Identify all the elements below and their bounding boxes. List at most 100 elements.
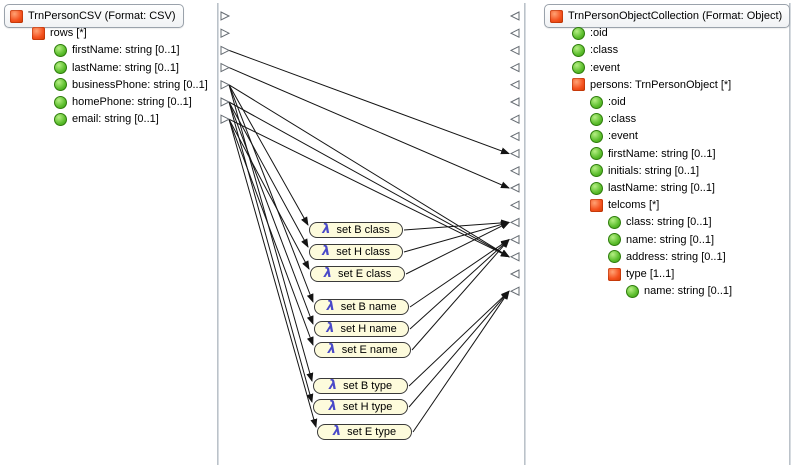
output-port-root[interactable] [220,11,231,21]
field-icon [608,233,621,247]
target-panel-right-divider [789,3,791,465]
source-tree-row-email[interactable]: email: string [0..1] [54,111,159,127]
connection-lambda.set_e_class-to-tgt.telcom_class[interactable] [405,221,510,275]
target-tree-row-telcom_address[interactable]: address: string [0..1] [608,249,726,265]
source-tree-row-root[interactable]: TrnPersonCSV (Format: CSV) [4,4,184,28]
connection-lambda.set_e_name-to-tgt.telcom_name[interactable] [411,238,510,351]
connection-lambda.set_h_class-to-tgt.telcom_class[interactable] [403,221,510,253]
source-tree-row-rows[interactable]: rows [*] [32,25,87,41]
target-row-label: :oid [590,27,608,40]
input-port-event_b[interactable] [509,131,520,142]
target-row-label: type [1..1] [626,268,675,280]
output-port-homePhone[interactable] [220,97,231,107]
target-row-label: :oid [608,96,626,108]
output-port-rows[interactable] [220,28,231,39]
connection-src.homePhone-to-tgt.telcom_address[interactable] [228,101,510,258]
input-port-firstName[interactable] [509,148,520,159]
target-tree-row-type_name[interactable]: name: string [0..1] [626,283,732,299]
connection-src.homePhone-to-lambda.set_h_name[interactable] [228,101,314,325]
lambda-node-set-h-name[interactable]: λ set H name [314,321,409,337]
target-tree-row-class_b[interactable]: :class [590,111,636,127]
connection-src.businessPhone-to-lambda.set_b_class[interactable] [228,84,309,226]
source-row-label: businessPhone: string [0..1] [72,78,208,91]
lambda-node-set-e-class[interactable]: λ set E class [310,266,405,282]
input-port-oid_b[interactable] [509,97,520,107]
target-tree-row-telcoms[interactable]: telcoms [*] [590,197,659,213]
lambda-node-set-e-name[interactable]: λ set E name [314,342,411,358]
lambda-label: set B name [340,301,397,313]
connection-lambda.set_b_type-to-tgt.type_name[interactable] [408,290,510,387]
lambda-node-set-e-type[interactable]: λ set E type [317,424,412,440]
lambda-node-set-b-type[interactable]: λ set B type [313,378,408,394]
target-tree-row-type[interactable]: type [1..1] [608,266,674,282]
source-row-label: TrnPersonCSV (Format: CSV) [28,10,176,22]
input-port-telcom_address[interactable] [509,251,520,262]
lambda-node-set-h-type[interactable]: λ set H type [313,399,408,415]
input-port-initials[interactable] [509,165,520,176]
source-tree-row-homePhone[interactable]: homePhone: string [0..1] [54,94,192,110]
connection-src.firstName-to-tgt.firstName[interactable] [228,49,510,155]
output-port-businessPhone[interactable] [220,79,231,90]
input-port-lastName[interactable] [509,183,520,193]
target-tree-row-event_b[interactable]: :event [590,128,638,144]
input-port-telcom_name[interactable] [509,234,520,245]
target-tree-row-telcom_name[interactable]: name: string [0..1] [608,232,714,248]
input-port-type[interactable] [509,269,520,279]
output-port-email[interactable] [220,114,231,125]
connection-src.businessPhone-to-lambda.set_b_name[interactable] [228,84,314,303]
source-row-label: lastName: string [0..1] [72,61,179,74]
target-tree-row-telcom_class[interactable]: class: string [0..1] [608,214,712,230]
input-port-class_a[interactable] [509,45,520,56]
connection-lambda.set_b_name-to-tgt.telcom_name[interactable] [409,239,510,308]
lambda-node-set-h-class[interactable]: λ set H class [309,244,403,260]
connection-src.homePhone-to-lambda.set_h_type[interactable] [228,101,314,403]
target-row-label: initials: string [0..1] [608,164,700,177]
target-tree-row-oid_a[interactable]: :oid [572,25,608,41]
target-tree-row-initials[interactable]: initials: string [0..1] [590,163,699,179]
connection-src.businessPhone-to-tgt.telcom_address[interactable] [228,84,510,258]
source-tree-row-firstName[interactable]: firstName: string [0..1] [54,42,180,58]
target-tree-row-firstName[interactable]: firstName: string [0..1] [590,146,716,162]
target-tree-row-persons[interactable]: persons: TrnPersonObject [*] [572,77,731,93]
lambda-icon: λ [322,222,331,237]
lambda-icon: λ [327,342,336,357]
lambda-label: set H type [342,401,393,413]
target-tree-row-event_a[interactable]: :event [572,60,620,76]
connection-lambda.set_b_class-to-tgt.telcom_class[interactable] [403,219,510,231]
input-port-persons[interactable] [509,79,520,90]
record-icon [608,267,621,281]
target-tree-row-class_a[interactable]: :class [572,42,618,58]
connection-src.email-to-lambda.set_e_type[interactable] [228,119,318,428]
field-icon [54,95,67,109]
target-tree-row-lastName[interactable]: lastName: string [0..1] [590,180,715,196]
input-port-type_name[interactable] [509,286,520,297]
source-tree-row-lastName[interactable]: lastName: string [0..1] [54,60,179,76]
source-tree-row-businessPhone[interactable]: businessPhone: string [0..1] [54,77,208,93]
input-port-telcom_class[interactable] [509,217,520,228]
input-port-root[interactable] [509,11,520,21]
connection-src.homePhone-to-lambda.set_h_class[interactable] [228,101,309,248]
input-port-class_b[interactable] [509,114,520,125]
output-port-firstName[interactable] [220,45,231,56]
connection-lambda.set_e_type-to-tgt.type_name[interactable] [412,290,510,433]
target-row-label: TrnPersonObjectCollection (Format: Objec… [568,10,783,22]
connection-src.email-to-lambda.set_e_class[interactable] [228,118,310,270]
target-tree-row-root[interactable]: TrnPersonObjectCollection (Format: Objec… [544,4,791,28]
record-icon [32,26,45,40]
connection-src.businessPhone-to-lambda.set_b_type[interactable] [228,84,314,382]
input-port-event_a[interactable] [509,62,520,73]
target-tree-row-oid_b[interactable]: :oid [590,94,626,110]
lambda-node-set-b-name[interactable]: λ set B name [314,299,409,315]
connection-lambda.set_h_name-to-tgt.telcom_name[interactable] [409,238,510,330]
record-icon [572,78,585,92]
lambda-node-set-b-class[interactable]: λ set B class [309,222,403,238]
connection-src.email-to-lambda.set_e_name[interactable] [228,119,314,346]
connection-lambda.set_h_type-to-tgt.type_name[interactable] [408,290,510,408]
output-port-lastName[interactable] [220,62,231,73]
input-port-telcoms[interactable] [509,200,520,211]
connection-src.lastName-to-tgt.lastName[interactable] [228,67,510,189]
input-port-oid_a[interactable] [509,28,520,39]
connection-src.email-to-tgt.telcom_address[interactable] [228,118,510,258]
